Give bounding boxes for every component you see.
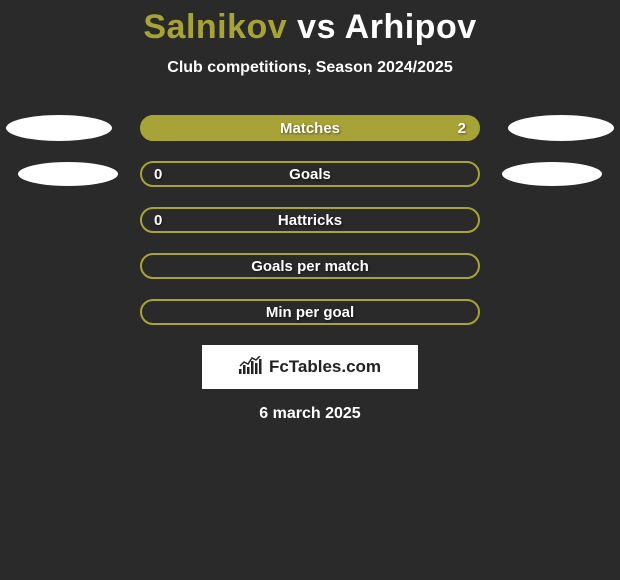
stat-label: Hattricks [278, 212, 342, 229]
player1-name: Salnikov [143, 8, 287, 46]
stat-bar: Goals per match [140, 253, 480, 279]
comparison-title: Salnikov vs Arhipov [0, 0, 620, 47]
stat-value-left: 0 [154, 212, 162, 229]
logo-text: FcTables.com [269, 357, 381, 377]
stat-row-gpm: Goals per match [0, 243, 620, 289]
stat-label: Matches [280, 120, 340, 137]
date: 6 march 2025 [0, 405, 620, 423]
ellipse-left [18, 162, 118, 186]
stat-value-right: 2 [458, 120, 466, 137]
vs-text: vs [297, 8, 336, 46]
stat-row-hattricks: 0 Hattricks [0, 197, 620, 243]
logo: FcTables.com [239, 356, 381, 379]
stat-bar: Min per goal [140, 299, 480, 325]
stat-label: Goals [289, 166, 331, 183]
stats-container: Matches 2 0 Goals 0 Hattricks Goals per … [0, 105, 620, 335]
logo-box: FcTables.com [202, 345, 418, 389]
ellipse-right [508, 115, 614, 141]
stat-label: Min per goal [266, 304, 354, 321]
stat-row-goals: 0 Goals [0, 151, 620, 197]
stat-label: Goals per match [251, 258, 369, 275]
subtitle: Club competitions, Season 2024/2025 [0, 59, 620, 77]
stat-bar: 0 Hattricks [140, 207, 480, 233]
stat-row-matches: Matches 2 [0, 105, 620, 151]
stat-bar: Matches 2 [140, 115, 480, 141]
stat-bar: 0 Goals [140, 161, 480, 187]
stat-value-left: 0 [154, 166, 162, 183]
ellipse-left [6, 115, 112, 141]
stat-row-mpg: Min per goal [0, 289, 620, 335]
player2-name: Arhipov [345, 8, 477, 46]
ellipse-right [502, 162, 602, 186]
logo-chart-icon [239, 356, 263, 379]
